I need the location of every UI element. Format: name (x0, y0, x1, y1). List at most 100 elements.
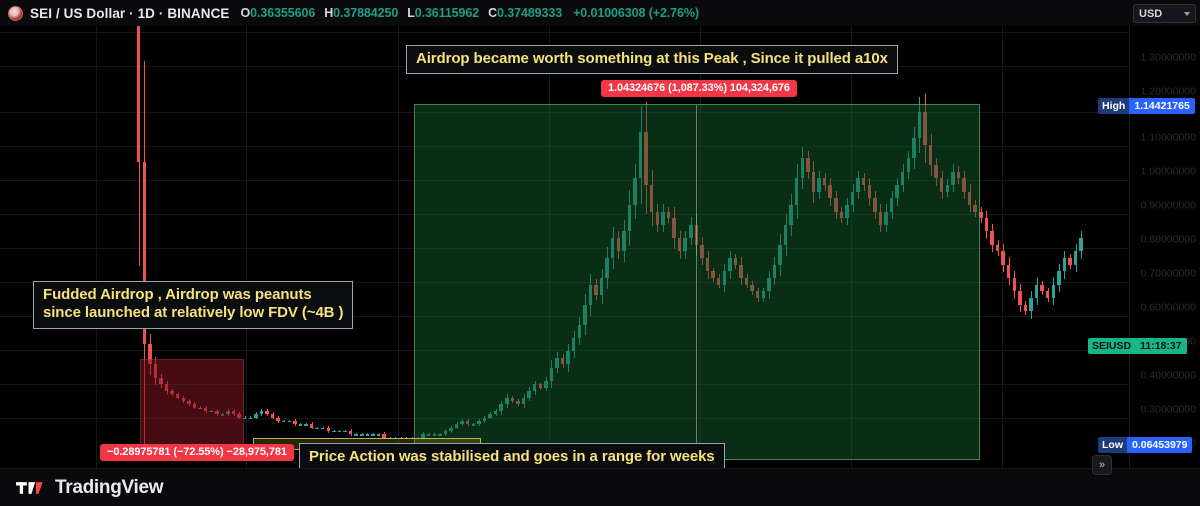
high-price-badge: High 1.14421765 (1098, 98, 1195, 114)
candle-body (304, 424, 308, 426)
price-tick: 0.40000000 (1140, 369, 1196, 382)
candle-wick (389, 436, 391, 439)
price-tick: 0.90000000 (1140, 199, 1196, 212)
candle-wick (244, 416, 246, 419)
candle-body (343, 430, 347, 433)
candle-body (382, 434, 386, 438)
price-tick: 0.60000000 (1140, 301, 1196, 314)
candle-body (1006, 264, 1011, 278)
chart-legend: SEI / US Dollar · 1D · BINANCE O0.363556… (0, 0, 1200, 26)
symbol-time-badge: SEIUSD 11:18:37 (1088, 338, 1187, 354)
candle-body (979, 211, 983, 219)
chart-pane[interactable] (0, 26, 1129, 468)
peak-marker-line (696, 105, 697, 460)
currency-selector-value: USD (1139, 7, 1163, 20)
candle-body (276, 417, 280, 421)
candle-body (142, 161, 147, 345)
sei-token-icon (8, 5, 23, 21)
gridline-vertical (1002, 26, 1003, 468)
candle-wick (400, 436, 402, 439)
candle-body (365, 434, 370, 436)
currency-selector[interactable]: USD (1133, 4, 1196, 23)
candle-body (990, 231, 994, 245)
candle-body (1062, 258, 1067, 272)
measurement-box-rally[interactable] (414, 104, 980, 460)
price-tick: 1.00000000 (1140, 165, 1196, 178)
ohlc-values: O0.36355606 H0.37884250 L0.36115962 C0.3748… (240, 6, 700, 20)
candle-body (337, 430, 342, 433)
price-tick: 1.10000000 (1140, 131, 1196, 144)
candle-body (1018, 291, 1022, 305)
candle-body (1079, 238, 1083, 252)
candle-body (995, 244, 1000, 252)
low-badge-label: Low (1098, 437, 1127, 453)
candle-body (1023, 304, 1028, 312)
price-tick: 0.70000000 (1140, 267, 1196, 280)
candle-body (1040, 284, 1044, 292)
candle-body (281, 420, 286, 423)
candle-wick (289, 419, 291, 423)
candle-body (354, 434, 358, 436)
candle-body (348, 430, 353, 435)
bottom-bar: TradingView (0, 468, 1200, 506)
chevron-down-icon (1184, 11, 1190, 16)
measure-drawdown-pill: −0.28975781 (−72.55%) −28,975,781 (100, 444, 294, 461)
note-fudded-airdrop: Fudded Airdrop , Airdrop was peanuts sin… (33, 281, 354, 329)
ohlc-change: +0.01006308 (+2.76%) (573, 6, 699, 20)
candle-body (332, 430, 336, 433)
candle-body (1068, 258, 1072, 265)
price-tick: 0.80000000 (1140, 233, 1196, 246)
candle-body (1045, 291, 1050, 298)
candle-body (1051, 284, 1055, 298)
candle-body (1001, 251, 1005, 265)
tradingview-brand[interactable]: TradingView (16, 476, 164, 499)
note-range: Price Action was stabilised and goes in … (299, 443, 725, 473)
low-price-badge: Low 0.06453979 (1098, 437, 1193, 453)
candle-body (315, 427, 319, 430)
candle-body (1012, 277, 1016, 292)
candle-body (293, 420, 297, 425)
price-tick: 1.30000000 (1140, 51, 1196, 64)
candle-body (321, 427, 325, 430)
candle-body (265, 410, 269, 415)
candle-wick (306, 423, 308, 426)
candle-body (1057, 271, 1061, 285)
high-badge-label: High (1098, 98, 1130, 114)
measure-peak-pill: 1.04324676 (1,087.33%) 104,324,676 (601, 80, 797, 97)
candle-body (309, 424, 314, 428)
candle-body (984, 218, 989, 232)
gridline-vertical (246, 26, 247, 468)
candle-body (148, 344, 152, 365)
candle-body (1029, 297, 1033, 312)
ohlc-open: O0.36355606 (240, 6, 316, 20)
symbol-title[interactable]: SEI / US Dollar · 1D · BINANCE (30, 5, 230, 21)
ohlc-low: L0.36115962 (407, 6, 480, 20)
price-scale[interactable]: 1.30000000 1.20000000 1.10000000 1.00000000… (1129, 26, 1200, 468)
price-tick: 0.30000000 (1140, 403, 1196, 416)
measurement-box-drawdown[interactable] (140, 359, 244, 459)
candle-body (248, 417, 252, 420)
candle-wick (406, 436, 408, 439)
candle-body (270, 414, 275, 418)
candle-body (360, 434, 364, 436)
gridline-horizontal (0, 32, 1129, 33)
candle-wick (395, 436, 397, 439)
price-tick: 1.20000000 (1140, 85, 1196, 98)
candle-body (287, 420, 292, 423)
candle-body (326, 427, 331, 431)
scroll-to-realtime-button[interactable]: » (1092, 455, 1112, 475)
candle-wick (283, 419, 285, 423)
candle-body (259, 410, 264, 415)
candle-body (376, 434, 381, 436)
low-badge-value: 0.06453979 (1127, 437, 1193, 453)
candle-body (242, 417, 247, 420)
ohlc-high: H0.37884250 (324, 6, 399, 20)
candle-wick (300, 423, 302, 426)
candle-body (1034, 284, 1039, 298)
gridline-vertical (398, 26, 399, 468)
gridline-vertical (96, 26, 97, 468)
tradingview-wordmark: TradingView (55, 476, 164, 498)
symbol-badge-time: 11:18:37 (1135, 338, 1187, 354)
note-peak: Airdrop became worth something at this P… (406, 45, 898, 75)
candle-body (371, 434, 375, 436)
